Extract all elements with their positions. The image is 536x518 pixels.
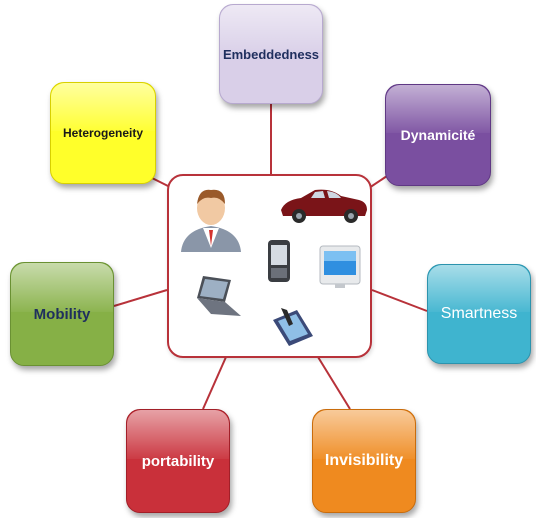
device-icons xyxy=(181,189,367,346)
smartphone-icon xyxy=(268,240,290,282)
node-dynamicite: Dynamicité xyxy=(385,84,491,186)
node-label: Dynamicité xyxy=(400,127,476,143)
node-heterogeneity: Heterogeneity xyxy=(50,82,156,184)
node-mobility: Mobility xyxy=(10,262,114,366)
node-label: Smartness xyxy=(440,305,518,322)
node-smartness: Smartness xyxy=(427,264,531,364)
connector-portability xyxy=(202,356,227,410)
connector-mobility xyxy=(113,289,168,307)
connector-smartness xyxy=(371,289,428,312)
car-icon xyxy=(281,189,367,223)
device-hub xyxy=(167,174,372,358)
node-label: Mobility xyxy=(33,305,91,323)
connector-invisibility xyxy=(317,356,351,410)
tablet-icon xyxy=(273,308,313,346)
monitor-icon xyxy=(319,245,361,288)
laptop-icon xyxy=(197,276,241,316)
node-label: Invisibility xyxy=(324,452,404,469)
node-portability: portability xyxy=(126,409,230,513)
node-label: Embeddedness xyxy=(222,46,320,62)
person-icon xyxy=(181,189,241,252)
node-embeddedness: Embeddedness xyxy=(219,4,323,104)
node-invisibility: Invisibility xyxy=(312,409,416,513)
node-label: Heterogeneity xyxy=(62,126,144,140)
node-label: portability xyxy=(141,452,215,470)
